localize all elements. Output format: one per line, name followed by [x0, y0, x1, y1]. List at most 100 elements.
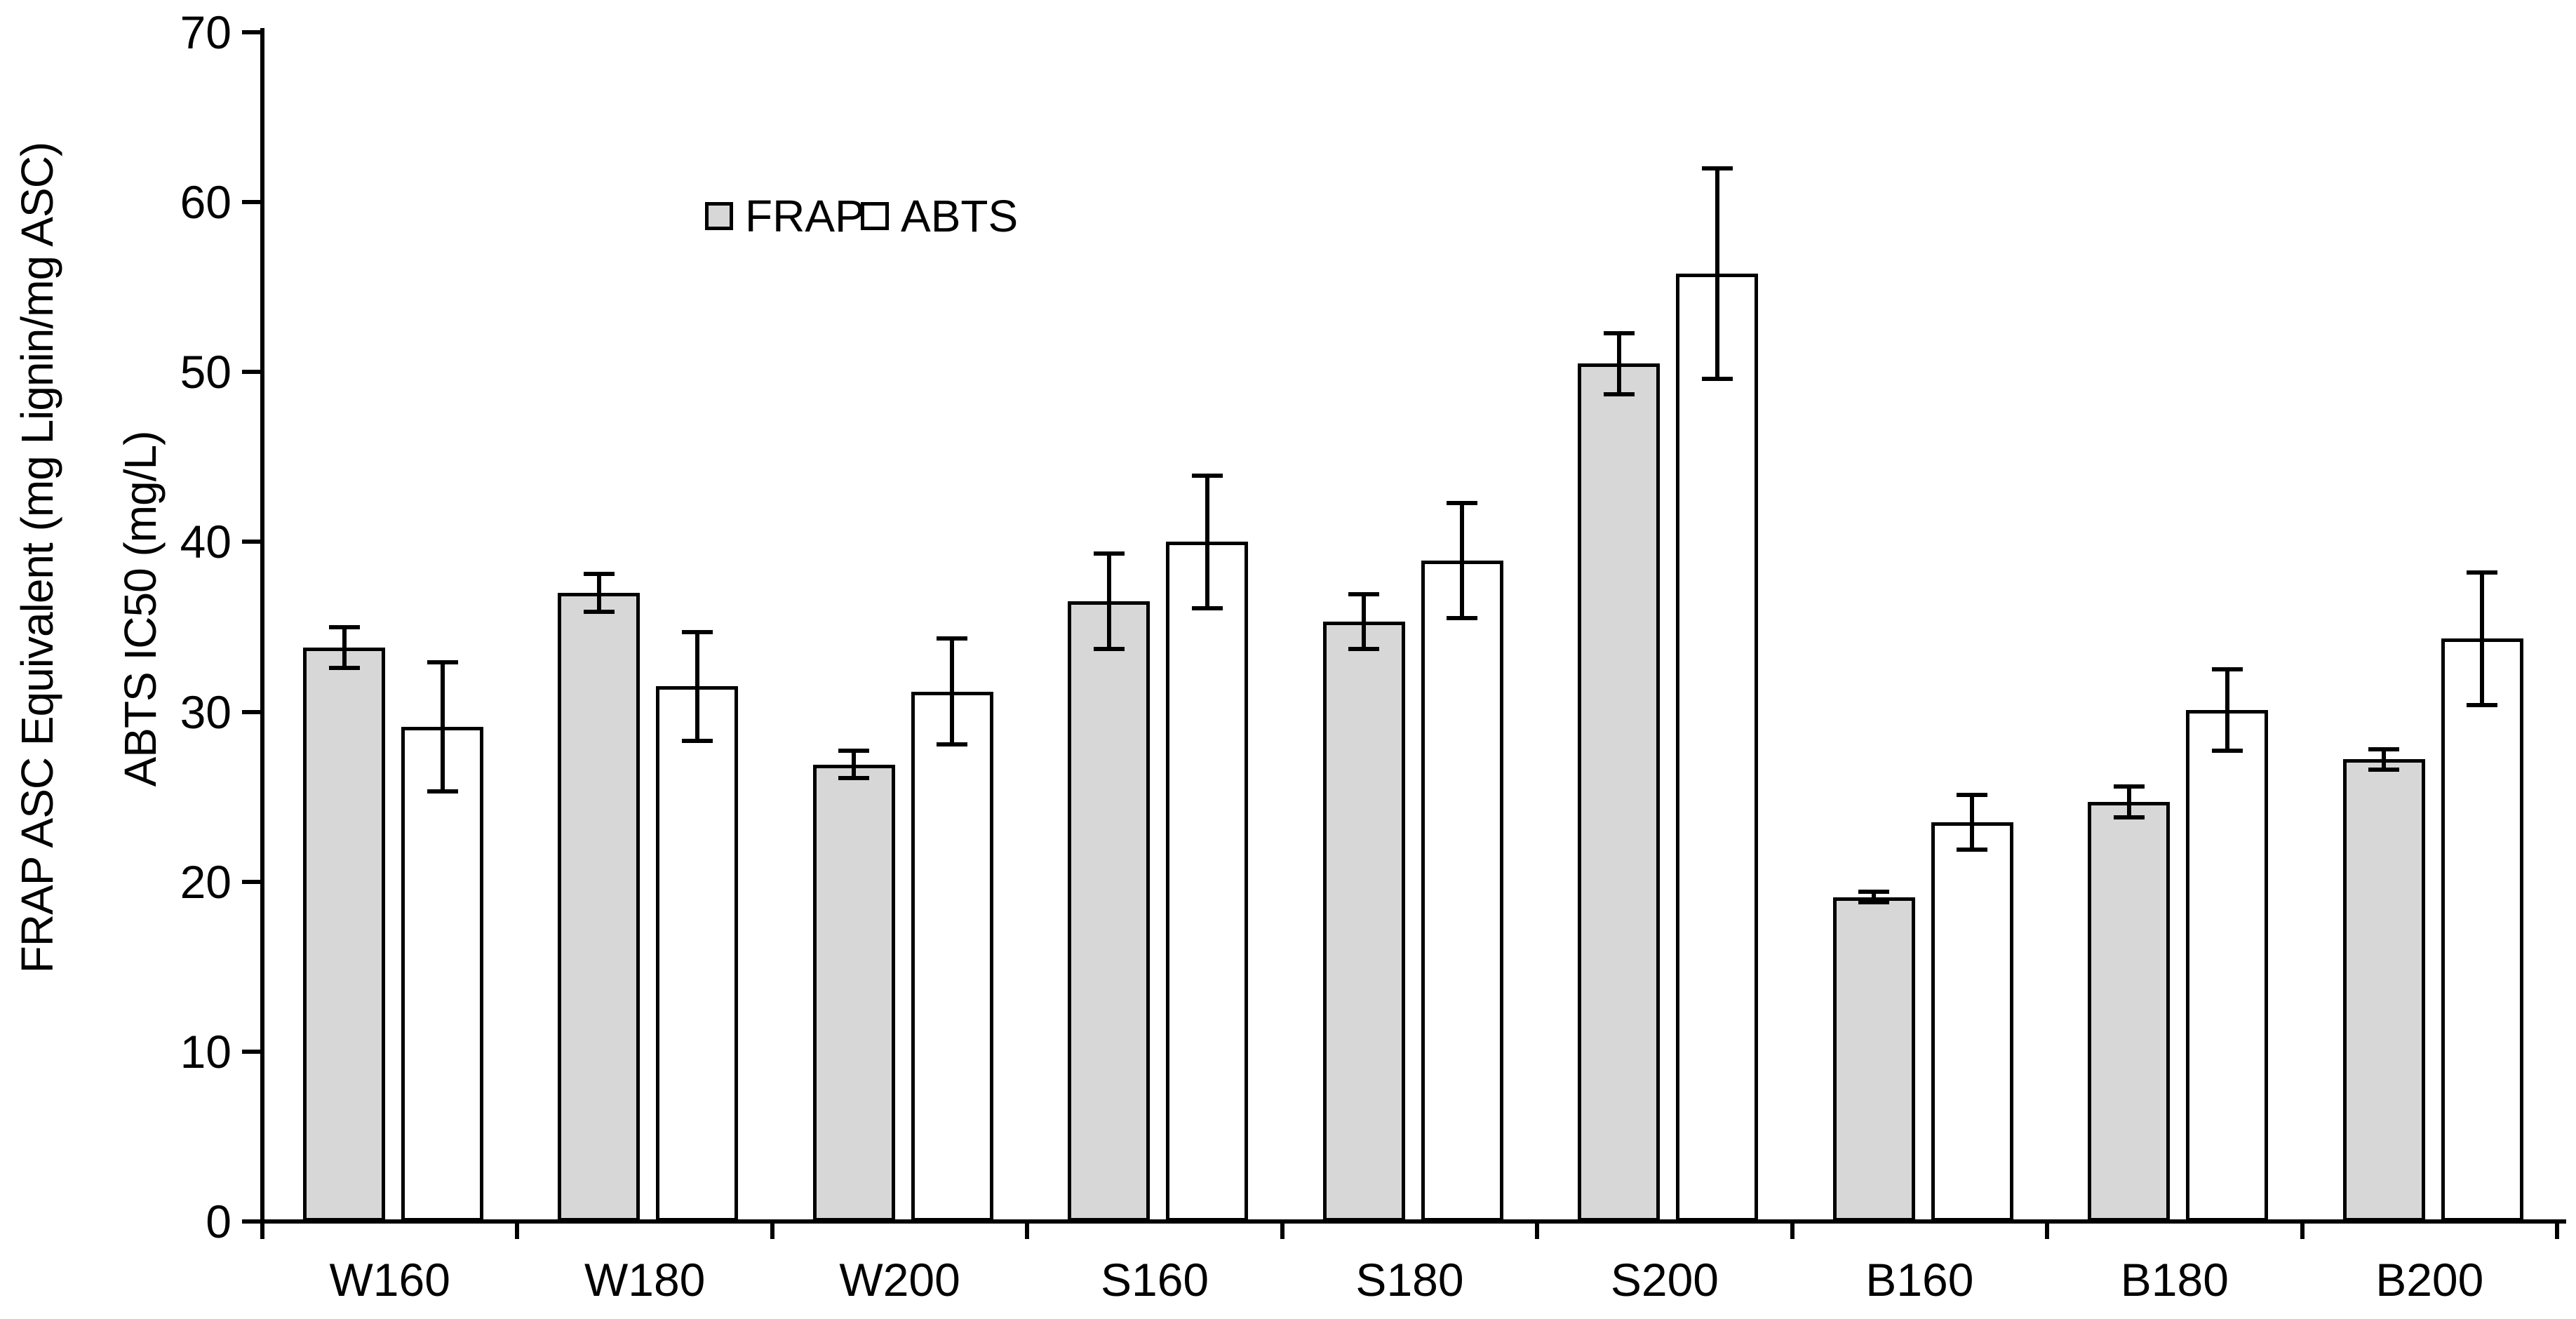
error-bar-abts-S160: [1205, 475, 1209, 608]
legend-label-abts: ABTS: [901, 191, 1019, 241]
x-tick-5: [1535, 1224, 1540, 1239]
error-cap-bottom-frap-W180: [583, 609, 615, 614]
error-cap-top-frap-S200: [1603, 330, 1635, 335]
error-cap-top-abts-B200: [2467, 570, 2498, 575]
bar-frap-S180: [1322, 622, 1405, 1221]
x-tick-7: [2045, 1224, 2050, 1239]
y-tick-label-30: 30: [180, 685, 232, 738]
error-bar-abts-B200: [2480, 573, 2485, 705]
x-tick-8: [2300, 1224, 2305, 1239]
bar-abts-W160: [401, 727, 483, 1221]
x-tick-3: [1025, 1224, 1030, 1239]
x-category-label-W160: W160: [329, 1254, 450, 1306]
error-cap-top-frap-W160: [328, 624, 360, 629]
legend-label-frap: FRAP: [745, 191, 865, 241]
x-category-label-W200: W200: [839, 1254, 960, 1306]
error-cap-bottom-abts-S160: [1191, 605, 1223, 610]
error-cap-bottom-frap-W160: [328, 665, 360, 670]
error-cap-top-abts-W200: [937, 636, 968, 641]
x-axis-line: [260, 1219, 2566, 1224]
x-category-label-S200: S200: [1610, 1254, 1719, 1306]
bar-abts-W180: [656, 686, 739, 1221]
x-tick-6: [1790, 1224, 1795, 1239]
y-tick-label-40: 40: [180, 516, 232, 568]
legend-swatch-abts: [861, 202, 889, 230]
y-tick-label-0: 0: [206, 1196, 232, 1247]
error-cap-top-abts-S180: [1447, 500, 1478, 505]
y-tick-70: [242, 30, 260, 34]
x-tick-2: [770, 1224, 774, 1239]
error-cap-bottom-abts-B160: [1957, 847, 1988, 852]
y-tick-label-50: 50: [180, 346, 232, 399]
error-cap-top-frap-W200: [838, 749, 870, 754]
error-bar-abts-B160: [1970, 795, 1975, 850]
error-cap-bottom-frap-S180: [1348, 646, 1380, 651]
x-category-label-W180: W180: [584, 1254, 706, 1306]
y-tick-label-70: 70: [180, 6, 232, 58]
error-cap-top-abts-W160: [427, 660, 458, 665]
x-tick-1: [515, 1224, 520, 1239]
bar-frap-W160: [303, 647, 385, 1221]
y-tick-10: [242, 1049, 260, 1054]
error-bar-frap-B180: [2126, 786, 2131, 817]
y-tick-60: [242, 200, 260, 205]
y-tick-40: [242, 540, 260, 544]
bar-abts-W200: [911, 691, 993, 1221]
error-cap-top-abts-B160: [1957, 793, 1988, 798]
y-tick-20: [242, 879, 260, 884]
error-bar-abts-W200: [950, 638, 955, 744]
x-category-label-S180: S180: [1355, 1254, 1464, 1306]
error-bar-frap-W200: [852, 751, 857, 778]
error-bar-abts-B180: [2225, 669, 2229, 751]
error-cap-bottom-abts-B180: [2211, 749, 2243, 754]
error-cap-bottom-frap-B200: [2368, 767, 2400, 772]
error-bar-frap-W180: [596, 574, 601, 612]
error-bar-abts-W160: [440, 662, 445, 792]
error-cap-top-frap-W180: [583, 572, 615, 577]
error-bar-frap-S180: [1362, 594, 1367, 649]
bar-frap-W200: [812, 764, 895, 1221]
bar-frap-B180: [2088, 801, 2171, 1221]
y-tick-30: [242, 709, 260, 714]
error-cap-top-frap-B160: [1858, 890, 1890, 895]
y-tick-50: [242, 370, 260, 375]
bar-frap-S200: [1578, 363, 1661, 1221]
error-cap-bottom-abts-W160: [427, 789, 458, 794]
error-bar-frap-S200: [1616, 333, 1621, 394]
bar-frap-S160: [1068, 601, 1151, 1221]
x-tick-4: [1280, 1224, 1284, 1239]
y-tick-label-20: 20: [180, 855, 232, 908]
bar-frap-B200: [2342, 759, 2425, 1221]
error-cap-bottom-frap-S160: [1093, 646, 1125, 651]
y-tick-label-60: 60: [180, 176, 232, 229]
bar-frap-B160: [1832, 897, 1915, 1221]
bar-abts-S180: [1421, 561, 1503, 1221]
error-bar-abts-W180: [695, 631, 699, 741]
error-bar-frap-B200: [2382, 749, 2387, 770]
error-cap-top-frap-B200: [2368, 746, 2400, 751]
error-bar-abts-S200: [1715, 168, 1719, 379]
error-cap-bottom-frap-B160: [1858, 899, 1890, 904]
x-category-label-B200: B200: [2375, 1254, 2484, 1306]
x-tick-0: [260, 1224, 264, 1239]
bar-abts-S160: [1166, 542, 1249, 1221]
x-tick-9: [2555, 1224, 2559, 1239]
error-cap-bottom-abts-S200: [1701, 376, 1733, 381]
y-tick-0: [242, 1219, 260, 1224]
bar-abts-B160: [1931, 822, 2013, 1221]
error-cap-bottom-frap-B180: [2113, 815, 2145, 819]
bar-frap-W180: [558, 593, 640, 1221]
error-cap-top-frap-B180: [2113, 784, 2145, 789]
y-axis-line: [260, 28, 264, 1226]
error-cap-top-abts-B180: [2211, 667, 2243, 672]
error-cap-bottom-abts-B200: [2467, 702, 2498, 707]
error-bar-frap-B160: [1872, 892, 1877, 902]
error-cap-bottom-frap-S200: [1603, 391, 1635, 396]
bar-abts-B180: [2186, 710, 2269, 1221]
error-cap-bottom-frap-W200: [838, 776, 870, 780]
legend-swatch-frap: [705, 202, 733, 230]
y-tick-label-10: 10: [180, 1025, 232, 1078]
error-cap-bottom-abts-S180: [1447, 616, 1478, 621]
